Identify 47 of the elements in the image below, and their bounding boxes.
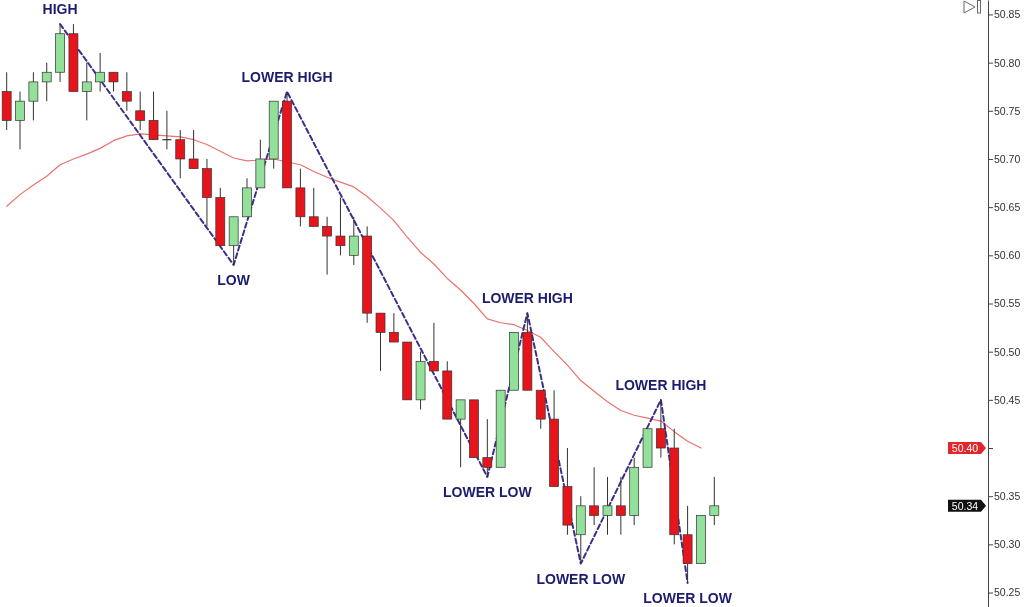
annotation: LOWER LOW xyxy=(643,589,733,606)
candlestick xyxy=(375,312,386,372)
y-tick-label: 50.30 xyxy=(994,538,1021,551)
candlestick xyxy=(429,322,439,372)
y-tick-label: 50.75 xyxy=(994,104,1021,117)
candlestick xyxy=(656,399,666,459)
candlestick xyxy=(135,91,146,131)
candlestick xyxy=(188,129,199,170)
candlestick xyxy=(589,466,599,526)
candlestick xyxy=(41,62,52,102)
y-tick-label: 50.80 xyxy=(994,56,1021,69)
annotation: LOWER HIGH xyxy=(481,290,573,307)
candlestick xyxy=(108,71,119,93)
y-tick-label: 50.70 xyxy=(994,152,1021,165)
candlestick xyxy=(28,71,39,121)
candlestick xyxy=(175,129,186,179)
candlestick xyxy=(121,71,132,112)
y-tick-label: 50.85 xyxy=(994,8,1021,21)
annotation: LOWER HIGH xyxy=(615,376,707,393)
y-tick-label: 50.55 xyxy=(994,297,1021,310)
candlestick xyxy=(95,52,105,93)
candlestick xyxy=(615,476,626,536)
candlestick xyxy=(455,399,466,468)
candlestick xyxy=(709,476,720,526)
annotation: LOWER HIGH xyxy=(241,68,333,85)
candlestick xyxy=(482,418,493,478)
candlestick xyxy=(602,476,613,536)
y-tick-label: 50.45 xyxy=(994,393,1021,406)
y-tick-label: 50.25 xyxy=(994,586,1021,599)
annotation: LOWER LOW xyxy=(536,570,626,587)
candlestick xyxy=(322,216,332,276)
y-tick-label: 50.35 xyxy=(994,490,1021,503)
annotation: LOWER LOW xyxy=(443,483,533,500)
y-tick-label: 50.65 xyxy=(994,201,1021,214)
y-tick-label: 50.50 xyxy=(994,345,1021,358)
annotation: 50.40 xyxy=(951,441,979,454)
candlestick xyxy=(308,187,319,227)
annotation: HIGH xyxy=(42,1,78,18)
candlestick xyxy=(148,91,159,141)
annotation: 50.34 xyxy=(951,499,979,512)
candlestick xyxy=(389,312,399,343)
annotation: LOW xyxy=(217,271,251,288)
candlestick xyxy=(348,216,359,266)
y-tick-label: 50.60 xyxy=(994,249,1021,262)
candlestick xyxy=(81,62,92,121)
candlestick xyxy=(335,197,346,256)
candlestick xyxy=(15,91,25,150)
